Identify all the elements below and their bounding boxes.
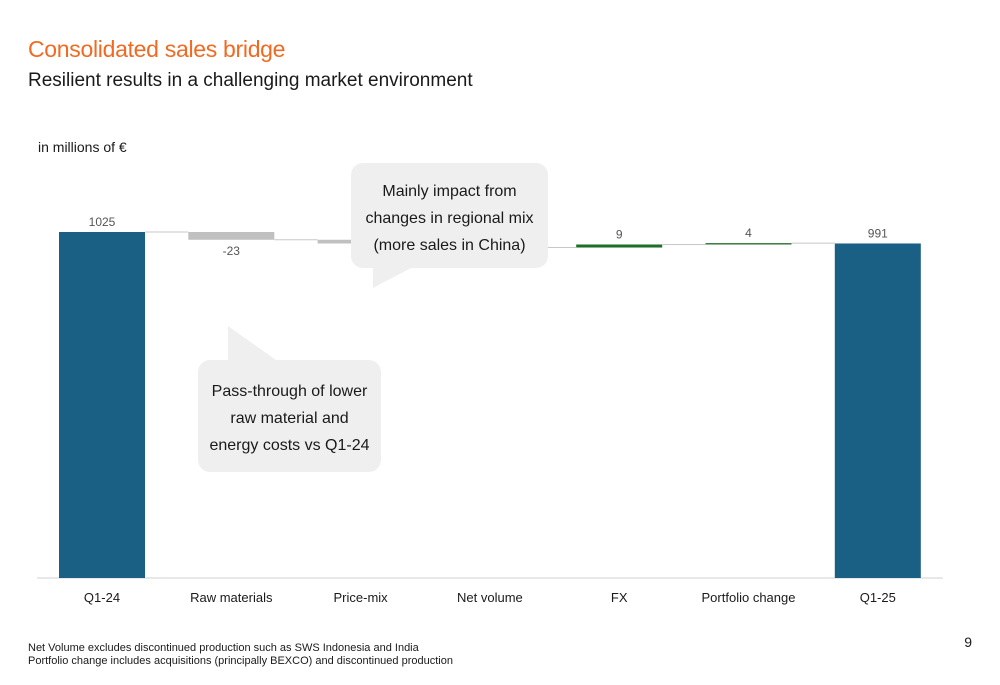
data-label: 4 (745, 226, 752, 240)
footnote-net-volume: Net Volume excludes discontinued product… (28, 642, 419, 654)
data-label: 1025 (89, 215, 116, 229)
callout-line: energy costs vs Q1-24 (209, 437, 370, 454)
callout-line: changes in regional mix (365, 210, 534, 227)
category-label: Price-mix (334, 590, 389, 605)
callout-tail (228, 326, 276, 360)
category-label: Portfolio change (702, 590, 796, 605)
data-label: -23 (223, 244, 241, 258)
category-label: Q1-24 (84, 590, 120, 605)
bar-portfolio-change (705, 243, 792, 245)
page-number: 9 (964, 634, 972, 650)
category-label: Net volume (457, 590, 523, 605)
footnote-portfolio: Portfolio change includes acquisitions (… (28, 655, 453, 667)
callout-line: Mainly impact from (382, 183, 517, 200)
category-label: FX (611, 590, 628, 605)
page-title: Consolidated sales bridge (28, 36, 286, 62)
unit-label: in millions of € (38, 139, 127, 155)
callout-raw-materials: Pass-through of lower raw material and e… (198, 326, 381, 472)
bar-fx (576, 244, 663, 248)
bar-raw-materials (188, 232, 275, 240)
callout-regional-mix: Mainly impact from changes in regional m… (351, 163, 548, 288)
category-label: Raw materials (190, 590, 273, 605)
category-label: Q1-25 (860, 590, 896, 605)
bar-q1-24 (59, 232, 145, 578)
data-label: 991 (868, 226, 888, 240)
callout-line: raw material and (230, 410, 349, 427)
callout-line: Pass-through of lower (211, 383, 368, 400)
page-subtitle: Resilient results in a challenging marke… (28, 70, 473, 91)
data-label: 9 (616, 227, 623, 241)
callout-line: (more sales in China) (373, 237, 526, 254)
callout-tail (373, 268, 411, 288)
bar-q1-25 (834, 243, 921, 579)
